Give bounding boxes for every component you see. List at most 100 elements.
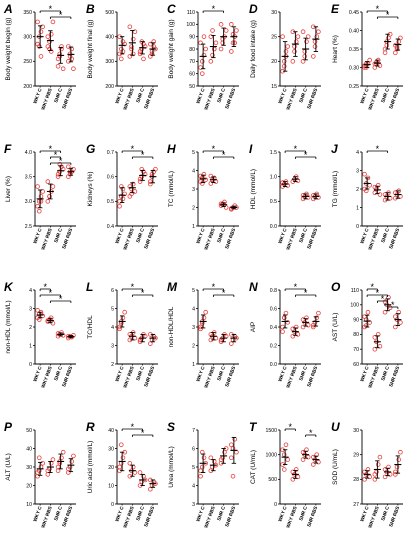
- significance-star: *: [376, 4, 380, 14]
- data-point: [50, 320, 56, 326]
- x-category-label: SHR C: [53, 365, 64, 382]
- y-axis-label: non-HDL/HDL: [168, 306, 175, 347]
- data-point: [302, 49, 308, 54]
- data-point: [393, 314, 398, 319]
- y-tick-label: 400: [105, 34, 114, 40]
- data-point: [316, 29, 321, 35]
- data-point: [198, 326, 203, 332]
- data-point: [280, 329, 285, 334]
- data-point: [290, 477, 296, 482]
- data-point: [372, 477, 378, 482]
- y-tick-label: 2: [29, 325, 32, 331]
- data-point: [382, 309, 388, 315]
- data-point: [69, 459, 75, 464]
- y-tick-label: 0: [274, 502, 277, 508]
- data-point: [300, 59, 306, 64]
- data-point: [285, 457, 290, 462]
- y-tick-label: 70: [189, 59, 195, 65]
- data-point: [55, 63, 61, 69]
- significance-star: *: [49, 4, 53, 14]
- significance-star: *: [309, 428, 313, 438]
- y-tick-label: 3.5: [25, 174, 32, 180]
- x-category-label: WKY C: [277, 365, 288, 382]
- data-point: [229, 49, 234, 54]
- data-point: [148, 486, 153, 492]
- y-tick-label: 3.0: [25, 199, 32, 205]
- panel-letter: A: [3, 2, 13, 16]
- y-tick-label: 0.8: [270, 288, 277, 294]
- x-category-label: SHR C: [216, 505, 227, 522]
- data-point: [127, 24, 133, 30]
- x-category-label: WKY C: [32, 87, 43, 104]
- data-point: [60, 449, 66, 455]
- data-point: [211, 46, 217, 52]
- data-point: [55, 468, 61, 474]
- panel-letter: O: [331, 280, 341, 294]
- y-axis-label: TG (mmol/L): [332, 171, 339, 207]
- data-point: [198, 473, 203, 479]
- data-point: [382, 50, 388, 55]
- data-point: [230, 473, 236, 479]
- significance-star: *: [131, 422, 135, 432]
- panel-letter: K: [4, 280, 14, 294]
- y-tick-label: 3: [192, 502, 195, 508]
- data-point: [198, 324, 203, 330]
- y-tick-label: 0.2: [270, 343, 277, 349]
- data-point: [295, 474, 301, 480]
- y-tick-label: 0: [356, 224, 359, 230]
- x-category-label: SHR C: [53, 505, 64, 522]
- data-point: [362, 171, 367, 177]
- data-point: [198, 40, 203, 46]
- data-point: [132, 189, 138, 194]
- data-point: [130, 51, 136, 57]
- x-category-label: WKY C: [32, 365, 43, 382]
- y-tick-label: 5: [192, 465, 195, 471]
- panel-letter: H: [167, 142, 176, 156]
- significance-star: *: [43, 282, 47, 292]
- data-point: [232, 436, 238, 442]
- x-category-label: WKY C: [32, 505, 43, 522]
- data-point: [148, 181, 153, 187]
- y-tick-label: 1.5: [270, 150, 277, 156]
- data-point: [362, 469, 367, 475]
- data-point: [137, 176, 143, 182]
- y-tick-label: 0.45: [349, 10, 359, 16]
- data-point: [45, 472, 51, 477]
- x-category-label: SHR C: [298, 365, 309, 382]
- y-tick-label: 4: [29, 288, 32, 294]
- data-point: [201, 455, 207, 461]
- y-tick-label: 0.35: [349, 47, 359, 53]
- data-point: [290, 326, 296, 332]
- data-point: [210, 28, 215, 33]
- significance-star: *: [212, 4, 216, 14]
- data-point: [285, 320, 290, 325]
- data-point: [281, 59, 287, 64]
- y-tick-label: 0.0: [270, 224, 277, 230]
- data-point: [141, 56, 146, 62]
- y-tick-label: 5: [192, 150, 195, 156]
- data-point: [230, 40, 236, 46]
- y-tick-label: 30: [108, 446, 114, 452]
- data-point: [230, 31, 236, 37]
- y-tick-label: 50: [189, 84, 195, 90]
- y-tick-label: 2: [192, 343, 195, 349]
- data-point: [48, 315, 54, 321]
- data-point: [281, 467, 287, 472]
- data-point: [218, 46, 224, 52]
- data-point: [375, 183, 381, 188]
- y-tick-label: 300: [105, 59, 114, 65]
- data-point: [199, 449, 205, 455]
- data-point: [394, 464, 400, 470]
- data-point: [375, 462, 381, 467]
- data-point: [304, 315, 309, 321]
- data-point: [35, 203, 40, 209]
- significance-star: *: [370, 282, 374, 292]
- y-tick-label: 0.0: [270, 362, 277, 368]
- data-point: [117, 199, 122, 204]
- data-point: [48, 460, 54, 466]
